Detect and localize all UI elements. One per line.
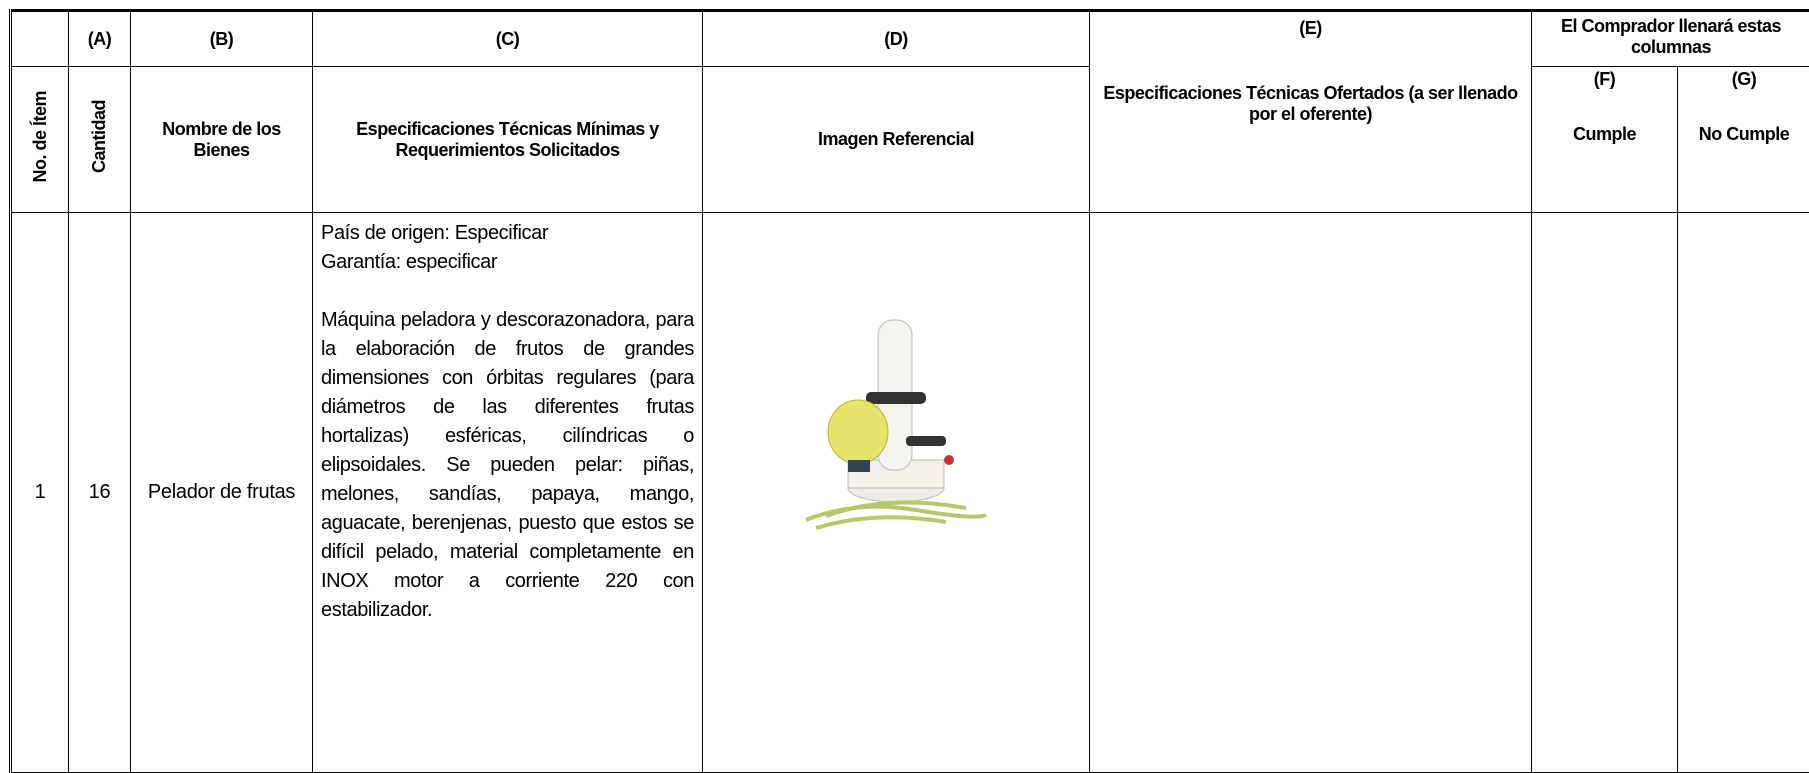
column-title: No Cumple [1682, 124, 1806, 145]
column-title: Imagen Referencial [703, 67, 1090, 213]
spec-cell: País de origen: Especificar Garantía: es… [313, 213, 703, 773]
letter: (B) [131, 11, 313, 67]
column-title: Especificaciones Técnicas Ofertados (a s… [1094, 83, 1527, 125]
title-cell: No. de Ítem [11, 67, 69, 213]
not-complies-cell [1678, 213, 1809, 773]
spec-table: (A) (B) (C) (D) (E) Especificaciones Téc… [9, 9, 1809, 773]
letter: (F) [1536, 69, 1673, 90]
item-number: 1 [11, 213, 69, 773]
description: Máquina peladora y descorazonadora, para… [321, 306, 694, 625]
title-row: No. de Ítem Cantidad Nombre de los Biene… [11, 67, 1809, 213]
offered-header: (E) Especificaciones Técnicas Ofertados … [1090, 11, 1532, 213]
complies-cell [1532, 213, 1678, 773]
column-title: Cumple [1536, 124, 1673, 145]
page: (A) (B) (C) (D) (E) Especificaciones Téc… [0, 0, 1809, 736]
letter-row: (A) (B) (C) (D) (E) Especificaciones Téc… [11, 11, 1809, 67]
offered-cell [1090, 213, 1532, 773]
column-title: Cantidad [89, 100, 110, 173]
letter: (C) [313, 11, 703, 67]
spec-line: País de origen: Especificar [321, 219, 694, 248]
empty-cell [11, 11, 69, 67]
letter: (E) [1094, 18, 1527, 39]
title-cell: (G) No Cumple [1678, 67, 1809, 213]
column-title: No. de Ítem [30, 91, 51, 183]
column-title: Especificaciones Técnicas Mínimas y Requ… [313, 67, 703, 213]
quantity: 16 [69, 213, 131, 773]
item-row: 1 16 Pelador de frutas País de origen: E… [11, 213, 1809, 773]
letter: (D) [703, 11, 1090, 67]
column-title: Nombre de los Bienes [131, 67, 313, 213]
letter: (G) [1682, 69, 1806, 90]
buyer-note: El Comprador llenará estas columnas [1532, 11, 1809, 67]
product-image [796, 310, 996, 550]
item-name: Pelador de frutas [131, 213, 313, 773]
spec-line: Garantía: especificar [321, 248, 694, 277]
image-cell [703, 213, 1090, 773]
letter: (A) [69, 11, 131, 67]
title-cell: (F) Cumple [1532, 67, 1678, 213]
title-cell: Cantidad [69, 67, 131, 213]
